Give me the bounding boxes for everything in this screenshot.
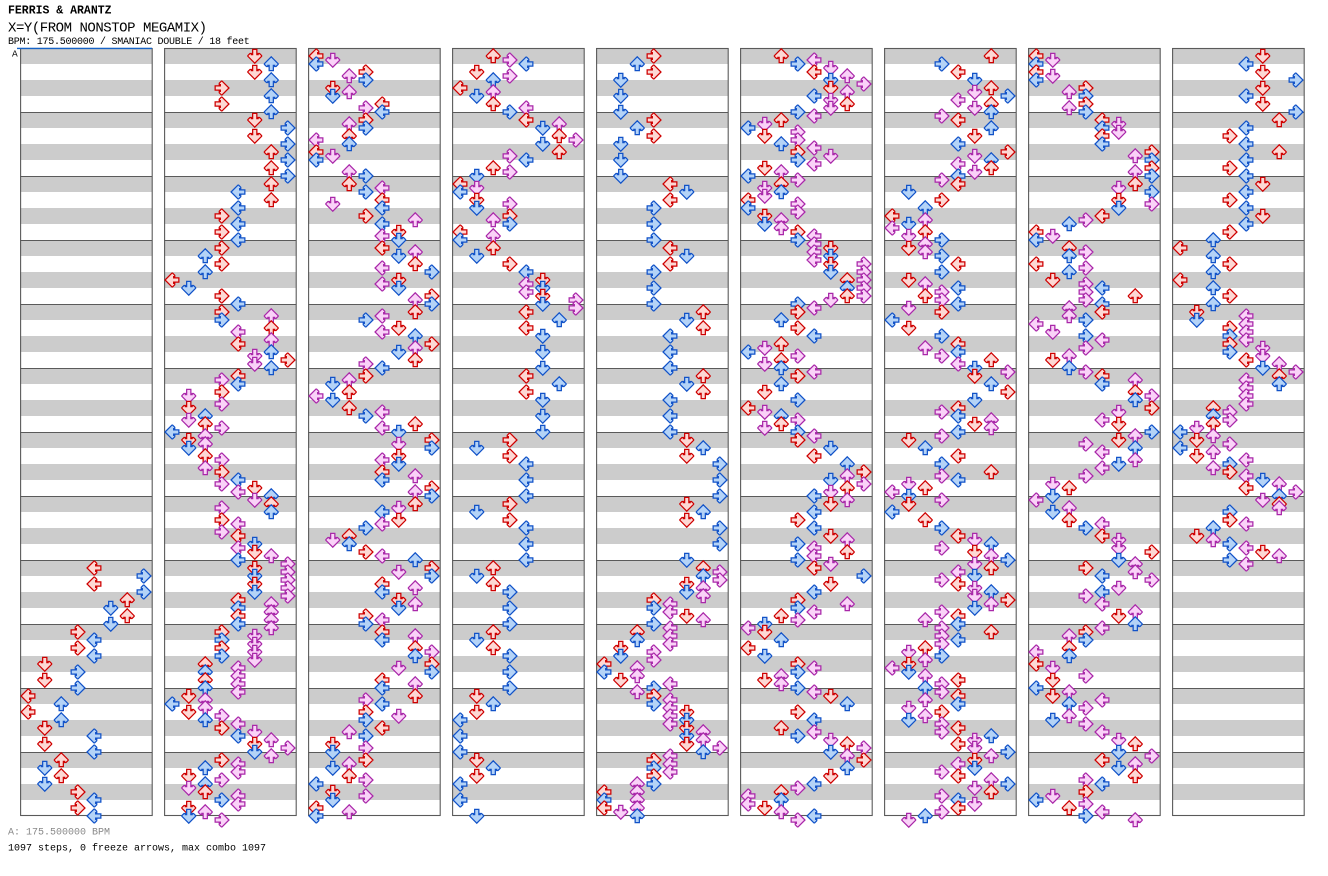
svg-text:FERRIS & ARANTZ: FERRIS & ARANTZ [8,5,112,18]
svg-text:X=Y(FROM NONSTOP MEGAMIX): X=Y(FROM NONSTOP MEGAMIX) [8,21,207,37]
svg-text:A: 175.500000 BPM: A: 175.500000 BPM [8,828,110,839]
svg-text:1097 steps, 0 freeze arrows, m: 1097 steps, 0 freeze arrows, max combo 1… [8,843,266,855]
svg-text:BPM: 175.500000 / SMANIAC DOUB: BPM: 175.500000 / SMANIAC DOUBLE / 18 fe… [8,36,250,48]
svg-text:A: A [12,49,18,60]
